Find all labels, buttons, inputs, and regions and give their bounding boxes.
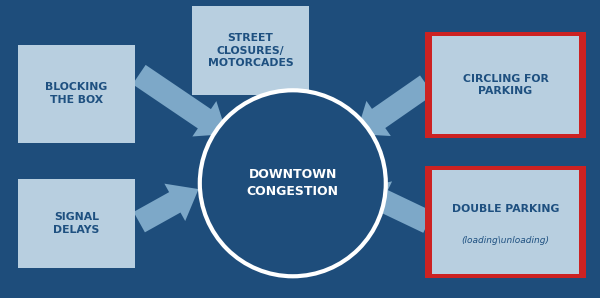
Text: CIRCLING FOR
PARKING: CIRCLING FOR PARKING bbox=[463, 74, 548, 96]
FancyBboxPatch shape bbox=[425, 166, 586, 278]
FancyBboxPatch shape bbox=[432, 36, 579, 134]
Ellipse shape bbox=[200, 90, 386, 276]
Text: BLOCKING
THE BOX: BLOCKING THE BOX bbox=[46, 83, 107, 105]
FancyBboxPatch shape bbox=[432, 170, 579, 274]
FancyBboxPatch shape bbox=[425, 32, 586, 138]
FancyBboxPatch shape bbox=[18, 179, 135, 268]
Text: (loading\unloading): (loading\unloading) bbox=[461, 236, 550, 245]
FancyBboxPatch shape bbox=[192, 6, 309, 95]
Text: DOUBLE PARKING: DOUBLE PARKING bbox=[452, 204, 559, 215]
FancyBboxPatch shape bbox=[18, 45, 135, 143]
Text: SIGNAL
DELAYS: SIGNAL DELAYS bbox=[53, 212, 100, 235]
Text: STREET
CLOSURES/
MOTORCADES: STREET CLOSURES/ MOTORCADES bbox=[208, 33, 293, 69]
Text: DOWNTOWN
CONGESTION: DOWNTOWN CONGESTION bbox=[247, 168, 339, 198]
